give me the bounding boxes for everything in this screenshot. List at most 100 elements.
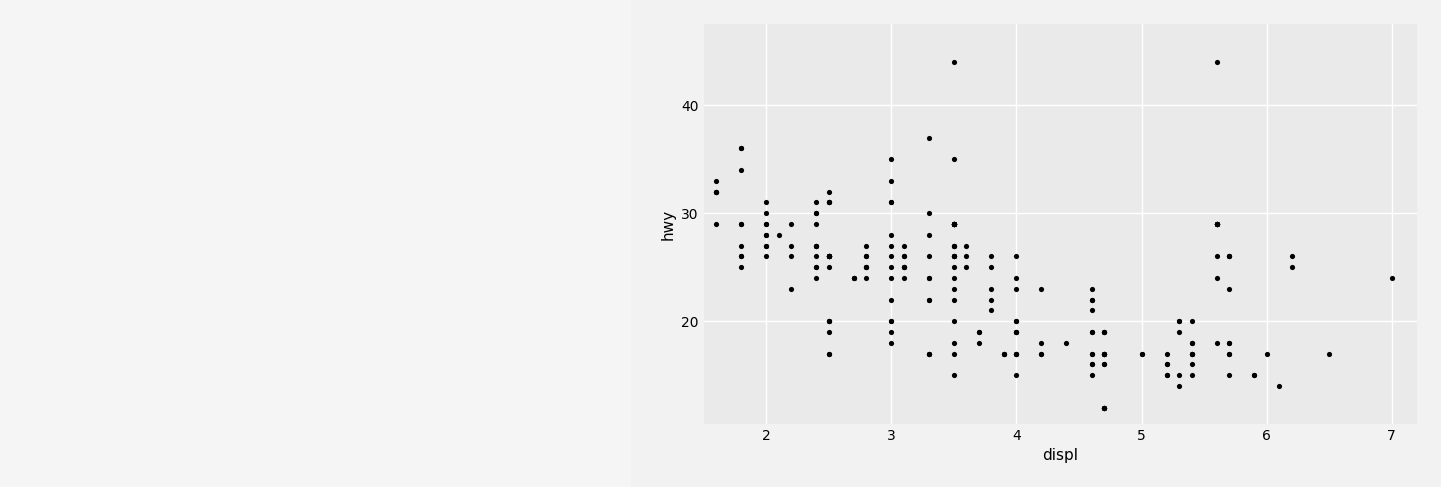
Point xyxy=(1092,404,1115,412)
Point xyxy=(1205,220,1228,228)
Point xyxy=(1092,328,1115,336)
Point xyxy=(1030,285,1053,293)
Point xyxy=(880,339,904,347)
Point xyxy=(1218,371,1241,379)
Point xyxy=(1167,382,1190,390)
Point xyxy=(1156,350,1179,357)
Point xyxy=(817,252,840,260)
Point xyxy=(817,350,840,357)
Point xyxy=(1156,360,1179,368)
Point xyxy=(755,252,778,260)
Point xyxy=(880,155,904,163)
Point xyxy=(817,252,840,260)
Point xyxy=(942,252,965,260)
Point xyxy=(918,296,941,303)
Point xyxy=(942,220,965,228)
Point xyxy=(1092,328,1115,336)
Point xyxy=(1092,404,1115,412)
Point xyxy=(755,242,778,249)
Point xyxy=(1079,328,1102,336)
Point xyxy=(918,274,941,282)
Point xyxy=(806,209,829,217)
Point xyxy=(1079,328,1102,336)
Point xyxy=(880,274,904,282)
Point xyxy=(1079,360,1102,368)
Point xyxy=(817,252,840,260)
Point xyxy=(942,252,965,260)
Point xyxy=(980,296,1003,303)
Point xyxy=(1205,220,1228,228)
Point xyxy=(942,220,965,228)
Point xyxy=(880,199,904,206)
Point xyxy=(817,199,840,206)
Point xyxy=(1218,339,1241,347)
Point xyxy=(892,274,915,282)
Point xyxy=(1092,404,1115,412)
Point xyxy=(993,350,1016,357)
Point xyxy=(817,252,840,260)
Point xyxy=(1280,252,1303,260)
Point xyxy=(780,242,803,249)
Point xyxy=(1004,328,1027,336)
Point xyxy=(1205,252,1228,260)
Point xyxy=(1004,350,1027,357)
Point xyxy=(1205,220,1228,228)
Point xyxy=(705,188,728,196)
Point xyxy=(1180,350,1203,357)
Point xyxy=(1205,220,1228,228)
Point xyxy=(1167,317,1190,325)
Point xyxy=(855,252,878,260)
Point xyxy=(942,220,965,228)
Point xyxy=(980,285,1003,293)
Point xyxy=(806,209,829,217)
Point xyxy=(855,252,878,260)
Point xyxy=(755,199,778,206)
Point xyxy=(980,263,1003,271)
Point xyxy=(1004,285,1027,293)
Point xyxy=(1205,58,1228,66)
Point xyxy=(1092,360,1115,368)
Point xyxy=(755,231,778,239)
Point xyxy=(806,242,829,249)
Point xyxy=(1092,404,1115,412)
Point xyxy=(942,220,965,228)
Point xyxy=(918,274,941,282)
Point xyxy=(1092,360,1115,368)
Point xyxy=(942,220,965,228)
Point xyxy=(1030,339,1053,347)
Point xyxy=(1205,274,1228,282)
Point xyxy=(1205,220,1228,228)
Point xyxy=(1092,350,1115,357)
Point xyxy=(1380,274,1404,282)
Point xyxy=(729,145,752,152)
Point xyxy=(1130,350,1153,357)
Point xyxy=(755,209,778,217)
Point xyxy=(1156,360,1179,368)
Point xyxy=(892,263,915,271)
Point xyxy=(1004,274,1027,282)
Point xyxy=(1205,220,1228,228)
Point xyxy=(1079,350,1102,357)
Point xyxy=(1004,317,1027,325)
Point xyxy=(780,252,803,260)
Point xyxy=(967,328,990,336)
Point xyxy=(942,220,965,228)
Point xyxy=(967,339,990,347)
Point xyxy=(1130,350,1153,357)
Point xyxy=(1079,285,1102,293)
Point xyxy=(855,263,878,271)
Point xyxy=(1004,328,1027,336)
Point xyxy=(942,339,965,347)
Point xyxy=(880,231,904,239)
Point xyxy=(942,350,965,357)
Point xyxy=(817,317,840,325)
Point xyxy=(817,328,840,336)
Point xyxy=(942,285,965,293)
Point xyxy=(755,220,778,228)
Point xyxy=(1092,328,1115,336)
Point xyxy=(817,317,840,325)
Point xyxy=(1092,350,1115,357)
Point xyxy=(918,231,941,239)
Point xyxy=(806,263,829,271)
Point xyxy=(918,252,941,260)
